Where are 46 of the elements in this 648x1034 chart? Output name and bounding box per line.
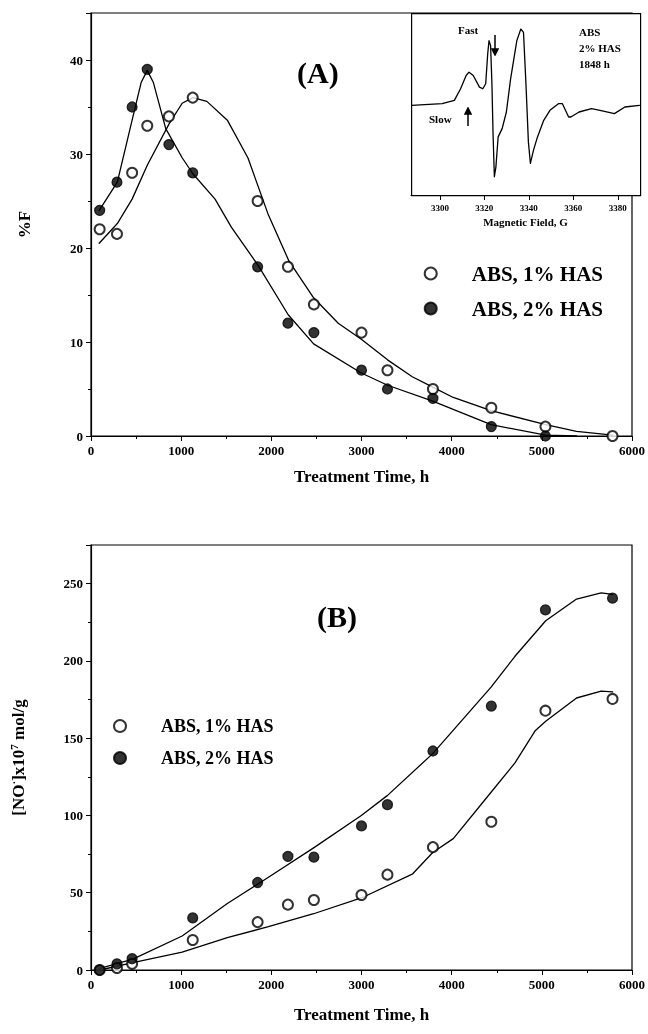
y-tick-label: 50 — [70, 885, 83, 901]
x-axis-title: Treatment Time, h — [293, 467, 430, 486]
y-tick-label: 40 — [70, 52, 83, 68]
y-tick-label: 150 — [63, 730, 83, 746]
y-tick-label: 0 — [76, 428, 83, 444]
x-tick-label: 2000 — [258, 443, 285, 458]
x-tick-label: 0 — [87, 443, 95, 458]
x-tick-label: 3300 — [430, 202, 450, 213]
y-tick-label: 100 — [63, 807, 83, 823]
legend-label: ABS, 2% HAS — [161, 748, 274, 768]
x-tick-label: 4000 — [438, 443, 465, 458]
y-tick-label: 10 — [70, 334, 83, 350]
x-tick-label: 3360 — [564, 202, 583, 213]
x-tick-label: 1000 — [168, 977, 195, 992]
text: (B) — [317, 599, 357, 634]
x-tick-label: 4000 — [438, 977, 465, 992]
y-tick-label: 0 — [76, 962, 83, 978]
y-tick-label: 20 — [70, 240, 83, 256]
legend-label: ABS, 1% HAS — [161, 716, 274, 736]
x-tick-label: 3000 — [348, 443, 375, 458]
annotation: 2% HAS — [579, 41, 621, 54]
x-tick-label: 3340 — [519, 202, 539, 213]
y-axis-title: %F — [15, 210, 34, 239]
x-tick-label: 5000 — [528, 443, 555, 458]
x-tick-label: 3320 — [475, 202, 494, 213]
x-tick-label: 3380 — [608, 202, 628, 213]
x-tick-label: 3000 — [348, 977, 375, 992]
legend-label: ABS, 1% HAS — [471, 261, 603, 286]
y-tick-label: 30 — [70, 146, 83, 162]
x-axis-title: Magnetic Field, G — [483, 216, 569, 229]
text: (A) — [297, 55, 339, 90]
x-tick-label: 5000 — [528, 977, 555, 992]
legend-label: ABS, 2% HAS — [471, 296, 603, 321]
annotation: ABS — [579, 25, 601, 38]
annotation: Slow — [429, 112, 452, 125]
x-tick-label: 6000 — [619, 443, 645, 458]
x-tick-label: 1000 — [168, 443, 195, 458]
y-tick-label: 250 — [63, 576, 83, 592]
x-tick-label: 6000 — [619, 977, 645, 992]
y-axis-title: [NO·]x107 mol/g — [7, 698, 28, 816]
x-axis-title: Treatment Time, h — [293, 1005, 430, 1024]
annotation: 1848 h — [579, 57, 610, 70]
annotation: Fast — [458, 23, 479, 36]
x-tick-label: 2000 — [258, 977, 285, 992]
y-tick-label: 200 — [63, 653, 83, 669]
x-tick-label: 0 — [87, 977, 95, 992]
